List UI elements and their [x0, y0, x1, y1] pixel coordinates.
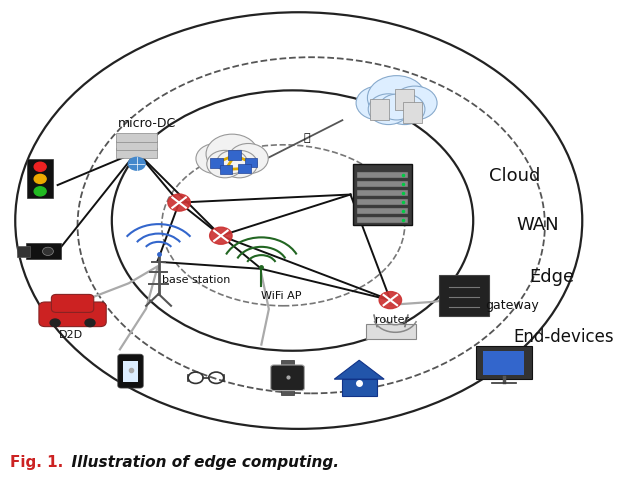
Circle shape: [34, 162, 46, 171]
Text: Illustration of edge computing.: Illustration of edge computing.: [61, 456, 339, 470]
Text: base station: base station: [162, 275, 230, 285]
FancyBboxPatch shape: [403, 102, 422, 123]
FancyBboxPatch shape: [220, 165, 232, 174]
Text: D2D: D2D: [59, 330, 83, 340]
Polygon shape: [334, 360, 384, 379]
FancyBboxPatch shape: [51, 295, 93, 312]
Circle shape: [210, 227, 232, 244]
Circle shape: [228, 144, 268, 174]
FancyBboxPatch shape: [353, 164, 412, 225]
FancyBboxPatch shape: [271, 365, 305, 390]
FancyBboxPatch shape: [476, 346, 532, 379]
FancyBboxPatch shape: [244, 158, 257, 167]
Circle shape: [367, 76, 426, 120]
FancyBboxPatch shape: [238, 164, 251, 173]
Text: Fig. 1.: Fig. 1.: [10, 456, 63, 470]
FancyBboxPatch shape: [366, 324, 416, 340]
FancyBboxPatch shape: [118, 354, 143, 388]
FancyBboxPatch shape: [439, 275, 489, 316]
Circle shape: [196, 144, 236, 174]
FancyBboxPatch shape: [26, 243, 61, 259]
Circle shape: [356, 86, 401, 120]
Circle shape: [392, 86, 437, 120]
Circle shape: [217, 150, 247, 174]
FancyBboxPatch shape: [28, 160, 53, 198]
Text: router: router: [376, 315, 410, 325]
Circle shape: [385, 94, 425, 125]
Text: 🔌: 🔌: [303, 133, 310, 143]
FancyBboxPatch shape: [483, 352, 524, 375]
Circle shape: [379, 292, 401, 308]
Circle shape: [34, 187, 46, 196]
FancyBboxPatch shape: [356, 190, 408, 196]
FancyBboxPatch shape: [396, 90, 414, 110]
Circle shape: [207, 150, 243, 178]
FancyBboxPatch shape: [356, 208, 408, 214]
FancyBboxPatch shape: [281, 360, 294, 367]
Circle shape: [380, 94, 413, 120]
FancyBboxPatch shape: [211, 158, 223, 168]
FancyBboxPatch shape: [39, 302, 106, 327]
FancyBboxPatch shape: [356, 172, 408, 178]
Text: Cloud: Cloud: [489, 167, 540, 184]
Text: micro-DC: micro-DC: [118, 117, 176, 130]
FancyBboxPatch shape: [356, 199, 408, 205]
Circle shape: [85, 319, 95, 327]
Text: Edge: Edge: [529, 268, 575, 286]
FancyBboxPatch shape: [123, 361, 138, 382]
FancyBboxPatch shape: [342, 379, 376, 396]
FancyBboxPatch shape: [116, 141, 157, 150]
Circle shape: [42, 247, 53, 255]
FancyBboxPatch shape: [228, 150, 241, 160]
FancyBboxPatch shape: [356, 181, 408, 187]
FancyBboxPatch shape: [492, 382, 516, 383]
FancyBboxPatch shape: [17, 246, 30, 257]
Text: WAN: WAN: [517, 217, 559, 234]
FancyBboxPatch shape: [356, 217, 408, 223]
Circle shape: [129, 158, 145, 170]
Circle shape: [368, 94, 409, 125]
FancyBboxPatch shape: [116, 148, 157, 158]
Circle shape: [34, 174, 46, 183]
FancyBboxPatch shape: [371, 99, 389, 120]
Circle shape: [206, 134, 258, 174]
Circle shape: [50, 319, 60, 327]
Circle shape: [221, 150, 257, 178]
FancyBboxPatch shape: [281, 388, 294, 396]
Text: gateway: gateway: [486, 299, 540, 312]
FancyBboxPatch shape: [116, 133, 157, 142]
Text: WiFi AP: WiFi AP: [261, 291, 302, 301]
Text: End-devices: End-devices: [514, 328, 614, 345]
Circle shape: [168, 194, 190, 211]
